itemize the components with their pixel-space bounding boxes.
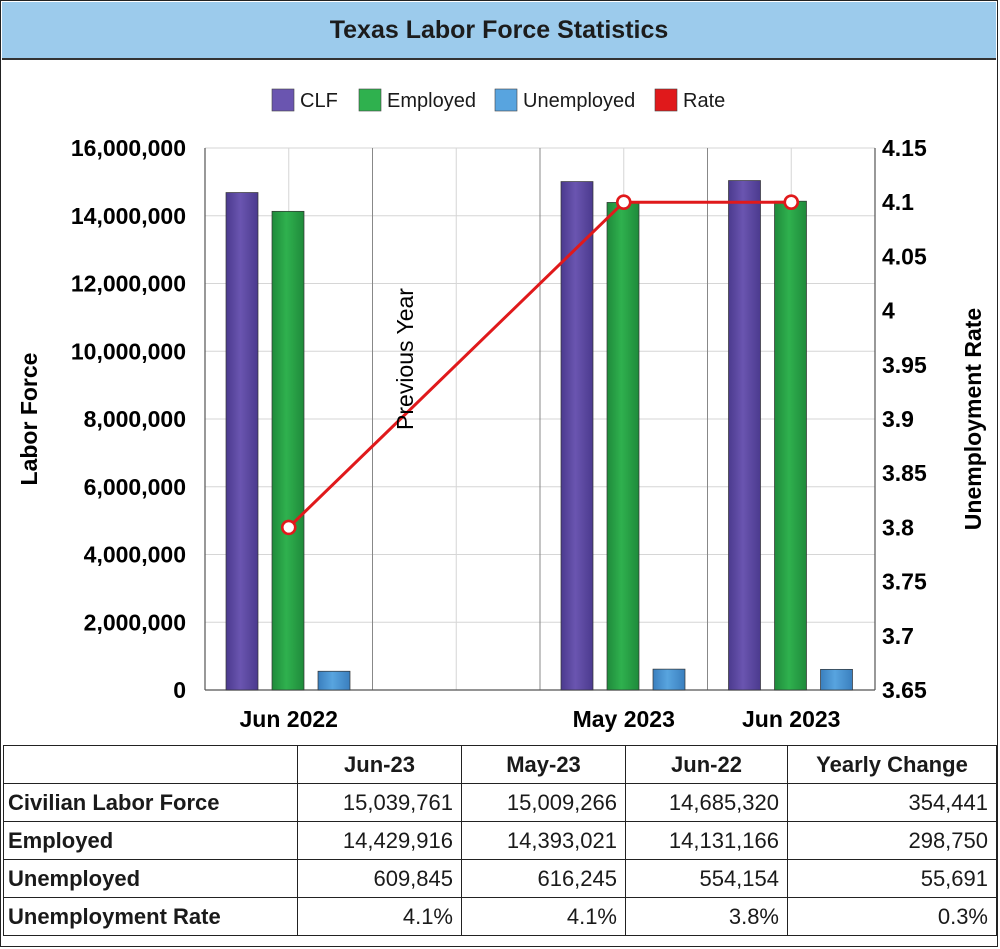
title-bar: Texas Labor Force Statistics: [2, 2, 996, 60]
table-cell: 3.8%: [625, 897, 788, 936]
table-header-row: Jun-23 May-23 Jun-22 Yearly Change: [3, 745, 997, 784]
table-header: May-23: [461, 745, 626, 784]
table-cell: 14,393,021: [461, 821, 626, 860]
table-cell: 609,845: [297, 859, 462, 898]
table-row: Employed 14,429,916 14,393,021 14,131,16…: [3, 821, 997, 860]
y2-tick-label: 3.8: [882, 514, 914, 540]
bar-clf: [225, 192, 259, 691]
legend-swatch: [358, 88, 382, 112]
x-tick-label: Jun 2023: [742, 706, 840, 732]
table-cell: 14,685,320: [625, 783, 788, 822]
previous-year-annotation: Previous Year: [392, 288, 418, 430]
legend-label: Rate: [683, 90, 725, 112]
y-tick-label: 14,000,000: [71, 203, 186, 229]
legend-label: Employed: [387, 90, 476, 112]
table-cell: 354,441: [787, 783, 997, 822]
rate-marker: [280, 519, 297, 536]
y-tick-label: 4,000,000: [84, 542, 186, 568]
x-tick-label: May 2023: [573, 706, 675, 732]
y-tick-label: 16,000,000: [71, 135, 186, 161]
y2-tick-label: 4.1: [882, 189, 914, 215]
y2-tick-label: 4.15: [882, 135, 927, 161]
bar-clf: [560, 181, 594, 691]
y-tick-label: 10,000,000: [71, 338, 186, 364]
table-cell: 15,009,266: [461, 783, 626, 822]
bar-unemployed: [317, 670, 351, 691]
stats-table: Jun-23 May-23 Jun-22 Yearly Change Civil…: [3, 745, 997, 936]
table-row: Unemployed 609,845 616,245 554,154 55,69…: [3, 859, 997, 898]
table-header: Jun-22: [625, 745, 788, 784]
y2-tick-label: 4: [882, 298, 895, 324]
row-label: Civilian Labor Force: [3, 783, 298, 822]
bar-employed: [606, 202, 640, 691]
table-cell: 55,691: [787, 859, 997, 898]
y-tick-label: 2,000,000: [84, 609, 186, 635]
legend-swatch: [654, 88, 678, 112]
y-axis-title: Labor Force: [16, 353, 42, 486]
y2-tick-label: 3.95: [882, 352, 927, 378]
y2-tick-label: 4.05: [882, 243, 927, 269]
table-header-corner: [3, 745, 298, 784]
y2-tick-label: 3.7: [882, 623, 914, 649]
table-cell: 616,245: [461, 859, 626, 898]
table-header: Jun-23: [297, 745, 462, 784]
table-cell: 298,750: [787, 821, 997, 860]
table-cell: 4.1%: [297, 897, 462, 936]
y2-tick-label: 3.75: [882, 569, 927, 595]
table-row: Civilian Labor Force 15,039,761 15,009,2…: [3, 783, 997, 822]
y-tick-label: 0: [173, 677, 186, 703]
legend-swatch: [271, 88, 295, 112]
table-cell: 14,131,166: [625, 821, 788, 860]
row-label: Unemployment Rate: [3, 897, 298, 936]
chart-title: Texas Labor Force Statistics: [329, 15, 669, 44]
labor-force-chart: CLF Employed Unemployed Rate 0 2,000,000 4,000…: [16, 88, 986, 732]
table-cell: 554,154: [625, 859, 788, 898]
y-tick-label: 8,000,000: [84, 406, 186, 432]
legend-label: CLF: [300, 90, 338, 112]
x-tick-label: Jun 2022: [240, 706, 338, 732]
legend-label: Unemployed: [523, 90, 635, 112]
y2-axis-title: Unemployment Rate: [960, 308, 986, 530]
y-tick-label: 12,000,000: [71, 271, 186, 297]
table-cell: 0.3%: [787, 897, 997, 936]
row-label: Employed: [3, 821, 298, 860]
y2-tick-label: 3.65: [882, 677, 927, 703]
row-label: Unemployed: [3, 859, 298, 898]
y2-tick-label: 3.85: [882, 460, 927, 486]
bar-unemployed: [820, 668, 853, 691]
table-cell: 4.1%: [461, 897, 626, 936]
rate-marker: [615, 194, 632, 210]
legend-swatch: [494, 88, 518, 112]
rate-marker: [783, 194, 800, 210]
bar-unemployed: [652, 668, 686, 691]
y-tick-label: 6,000,000: [84, 474, 186, 500]
y2-tick-label: 3.9: [882, 406, 914, 432]
table-cell: 14,429,916: [297, 821, 462, 860]
bar-employed: [271, 210, 305, 691]
table-cell: 15,039,761: [297, 783, 462, 822]
bar-employed: [774, 200, 807, 691]
table-header: Yearly Change: [787, 745, 997, 784]
bar-clf: [728, 180, 761, 691]
table-row: Unemployment Rate 4.1% 4.1% 3.8% 0.3%: [3, 897, 997, 936]
